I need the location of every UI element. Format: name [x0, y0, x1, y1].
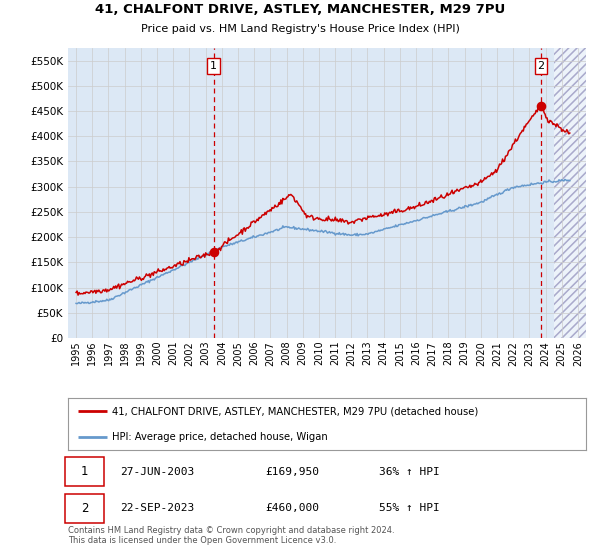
Text: 22-SEP-2023: 22-SEP-2023 — [120, 503, 194, 514]
Point — [536, 101, 546, 110]
Text: £169,950: £169,950 — [265, 466, 319, 477]
Text: 2: 2 — [538, 61, 545, 71]
Text: 1: 1 — [210, 61, 217, 71]
Point — [209, 248, 218, 257]
Text: 1: 1 — [81, 465, 88, 478]
Text: HPI: Average price, detached house, Wigan: HPI: Average price, detached house, Wiga… — [112, 432, 328, 442]
Text: 36% ↑ HPI: 36% ↑ HPI — [379, 466, 440, 477]
FancyBboxPatch shape — [65, 458, 104, 486]
Text: 27-JUN-2003: 27-JUN-2003 — [120, 466, 194, 477]
Text: 41, CHALFONT DRIVE, ASTLEY, MANCHESTER, M29 7PU: 41, CHALFONT DRIVE, ASTLEY, MANCHESTER, … — [95, 3, 505, 16]
Text: 41, CHALFONT DRIVE, ASTLEY, MANCHESTER, M29 7PU (detached house): 41, CHALFONT DRIVE, ASTLEY, MANCHESTER, … — [112, 406, 478, 416]
FancyBboxPatch shape — [65, 494, 104, 522]
Text: £460,000: £460,000 — [265, 503, 319, 514]
Text: 2: 2 — [81, 502, 88, 515]
Text: Contains HM Land Registry data © Crown copyright and database right 2024.
This d: Contains HM Land Registry data © Crown c… — [68, 526, 395, 545]
Text: Price paid vs. HM Land Registry's House Price Index (HPI): Price paid vs. HM Land Registry's House … — [140, 24, 460, 34]
Text: 55% ↑ HPI: 55% ↑ HPI — [379, 503, 440, 514]
